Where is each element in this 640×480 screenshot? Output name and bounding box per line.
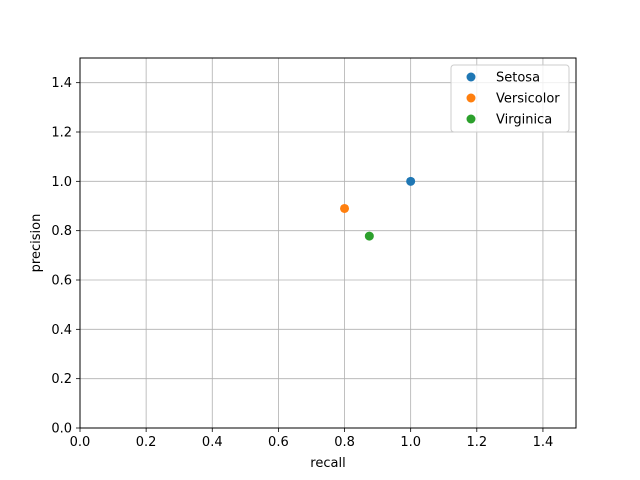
legend-label-virginica: Virginica xyxy=(496,113,552,128)
x-tick-label: 0.6 xyxy=(268,435,289,450)
x-tick-label: 1.0 xyxy=(400,435,421,450)
grid xyxy=(79,58,576,429)
x-tick-label: 1.4 xyxy=(533,435,554,450)
x-tick-label: 0.4 xyxy=(202,435,223,450)
x-tick-label: 0.2 xyxy=(136,435,157,450)
y-tick-label: 0.0 xyxy=(51,422,72,437)
legend-label-setosa: Setosa xyxy=(496,71,540,86)
data-point-setosa xyxy=(406,176,416,186)
y-tick-label: 0.8 xyxy=(51,224,72,239)
legend-box xyxy=(450,64,570,133)
y-tick-label: 1.0 xyxy=(51,175,72,190)
data-point-virginica xyxy=(364,231,374,241)
legend-marker-setosa xyxy=(466,72,476,82)
axis-ticks: 0.0 0.2 0.4 0.6 0.8 1.0 1.2 1.4 0.0 0.2 0.4 0.6 0.8 1… xyxy=(51,76,553,450)
x-tick-label: 0.0 xyxy=(70,435,91,450)
legend-marker-versicolor xyxy=(466,93,476,103)
legend-label-versicolor: Versicolor xyxy=(496,92,560,107)
legend-marker-virginica xyxy=(466,114,476,124)
x-axis-label: recall xyxy=(310,456,345,471)
x-tick-label: 1.2 xyxy=(466,435,487,450)
y-axis-label: precision xyxy=(29,214,44,273)
y-tick-label: 0.4 xyxy=(51,323,72,338)
plot-area-frame xyxy=(79,57,577,429)
x-tick-label: 0.8 xyxy=(334,435,355,450)
y-tick-label: 1.4 xyxy=(51,76,72,91)
data-point-versicolor xyxy=(340,203,350,213)
y-tick-label: 0.6 xyxy=(51,274,72,289)
data-points xyxy=(340,176,416,241)
legend: Setosa Versicolor Virginica xyxy=(450,64,570,133)
y-tick-label: 1.2 xyxy=(51,126,72,141)
y-tick-label: 0.2 xyxy=(51,372,72,387)
